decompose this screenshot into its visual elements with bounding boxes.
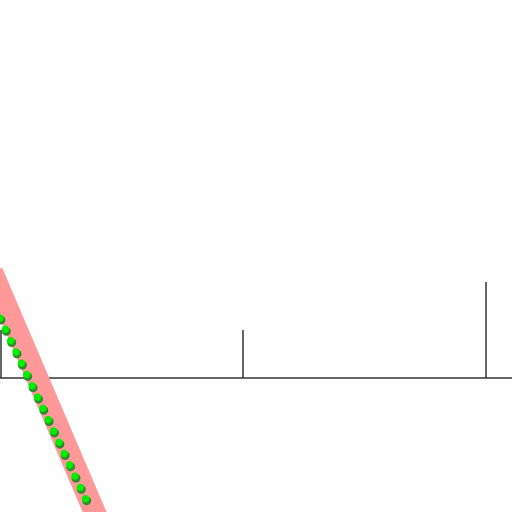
dotted-line bbox=[0, 314, 95, 512]
